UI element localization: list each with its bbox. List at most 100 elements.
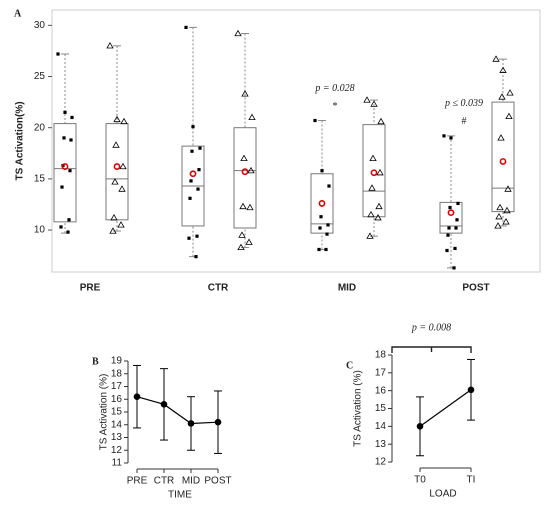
y-tick-label: 30 [34,20,46,31]
mean [241,168,249,176]
point [453,246,457,251]
point [324,247,328,252]
y-axis-label: TS Activation (%) [353,370,364,447]
point [363,96,371,103]
bracket [391,346,472,353]
y-tick-label: 16 [111,394,123,405]
point [366,232,374,239]
mean [189,170,197,178]
point [447,226,451,230]
point [238,231,246,238]
box [53,123,77,223]
point [247,166,255,174]
y-tick-label: 17 [111,381,123,392]
point [106,42,114,49]
point [313,118,317,123]
point [118,185,126,192]
x-tick-label: POST [462,283,489,294]
box [491,101,515,213]
y-tick-label: 12 [111,445,123,456]
point [195,234,199,238]
y-tick-label: 15 [34,174,46,185]
x-tick-label: PRE [127,476,148,487]
point [194,255,198,259]
point [119,162,127,170]
point [112,141,120,148]
point [448,205,452,210]
plot-frame [51,9,541,273]
point [498,93,506,100]
point [506,89,514,96]
box-group [439,134,463,270]
y-tick-label: 14 [375,421,387,432]
point [496,203,504,211]
point [416,423,424,430]
y-tick-label: 16 [375,385,387,396]
x-tick-label: CTR [208,283,229,294]
point [325,232,329,236]
point [62,136,66,140]
annotation: p = 0.028 [314,83,354,94]
annotation: p ≤ 0.039 [444,98,483,109]
point [160,401,168,408]
point [184,25,188,29]
point [446,233,450,237]
point [467,386,475,394]
point [109,227,117,234]
box-group [491,55,515,229]
x-tick-label: MID [182,476,200,487]
point [505,112,513,120]
box-group [310,118,334,252]
x-tick-label: TI [467,475,476,486]
mean [113,163,121,170]
point [369,154,377,161]
point [497,134,505,141]
mean [447,209,455,217]
point [133,393,141,401]
point [241,90,249,97]
line [419,389,472,427]
point [190,149,194,153]
point [66,230,70,234]
y-tick-label: 14 [111,419,123,430]
mean [318,200,326,207]
point [370,100,378,107]
point [248,113,256,121]
point [113,115,121,123]
point [456,201,460,206]
box [439,201,463,234]
box [105,123,129,221]
y-tick-label: 25 [34,71,46,82]
annotation: p = 0.008 [411,322,451,333]
panel-label: C [346,360,353,371]
mean [499,158,507,165]
point [245,238,253,245]
y-tick-label: 18 [111,368,123,379]
point [120,117,128,125]
point [56,52,60,56]
point [197,168,201,172]
mean [61,163,69,170]
point [445,248,449,253]
line [136,396,219,425]
y-tick-label: 20 [34,122,46,133]
box-group [105,42,129,234]
annotation-symbol: # [462,116,467,127]
box [233,127,257,229]
point [111,178,119,185]
point [59,225,63,229]
point [318,226,322,230]
panel-label: B [92,356,99,367]
box-group [233,29,257,251]
y-tick-label: 19 [111,356,123,367]
point [191,125,195,129]
x-tick-label: POST [204,476,231,487]
point [187,236,191,240]
point [504,185,512,192]
point [503,206,511,214]
point [442,134,446,138]
box-group [53,52,77,234]
point [110,213,118,221]
point [492,55,500,62]
x-tick-label: PRE [80,283,101,294]
